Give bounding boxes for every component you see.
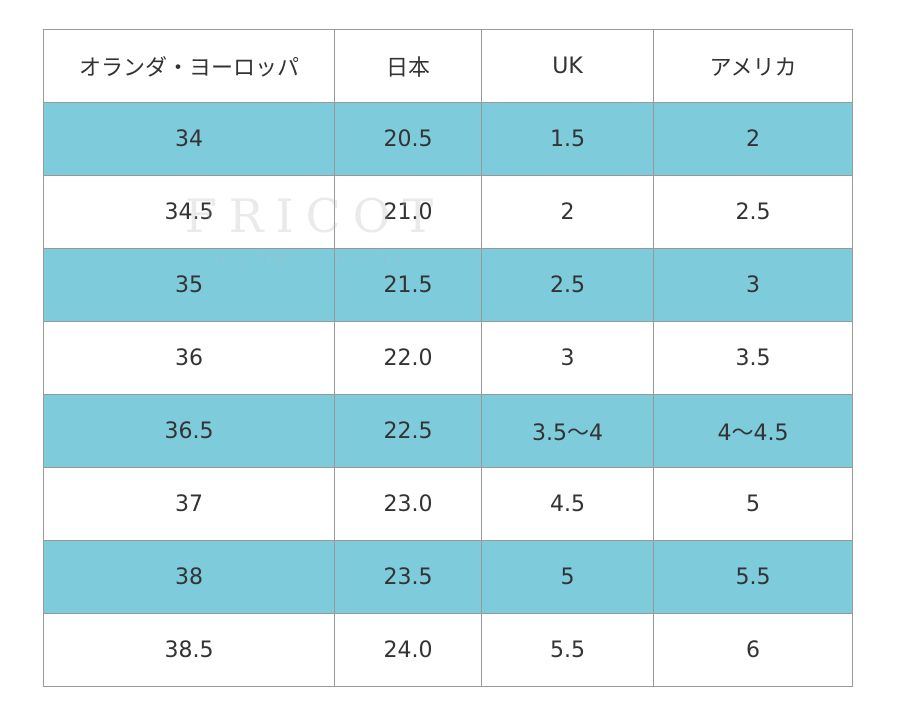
table-row: 37 23.0 4.5 5 bbox=[43, 467, 853, 541]
cell-uk: 1.5 bbox=[481, 102, 654, 176]
cell-usa: 5 bbox=[653, 467, 853, 541]
cell-uk: 2.5 bbox=[481, 248, 654, 322]
cell-japan: 22.5 bbox=[334, 394, 482, 468]
cell-japan: 23.5 bbox=[334, 540, 482, 614]
cell-usa: 2.5 bbox=[653, 175, 853, 249]
cell-japan: 24.0 bbox=[334, 613, 482, 687]
table-row: 36.5 22.5 3.5〜4 4〜4.5 bbox=[43, 394, 853, 468]
header-europe: オランダ・ヨーロッパ bbox=[43, 29, 335, 103]
cell-uk: 4.5 bbox=[481, 467, 654, 541]
cell-japan: 21.5 bbox=[334, 248, 482, 322]
cell-uk: 5.5 bbox=[481, 613, 654, 687]
header-usa: アメリカ bbox=[653, 29, 853, 103]
cell-europe: 34 bbox=[43, 102, 335, 176]
cell-japan: 20.5 bbox=[334, 102, 482, 176]
cell-usa: 5.5 bbox=[653, 540, 853, 614]
cell-usa: 6 bbox=[653, 613, 853, 687]
cell-usa: 3 bbox=[653, 248, 853, 322]
header-japan: 日本 bbox=[334, 29, 482, 103]
cell-europe: 38 bbox=[43, 540, 335, 614]
cell-usa: 3.5 bbox=[653, 321, 853, 395]
cell-europe: 34.5 bbox=[43, 175, 335, 249]
cell-uk: 3.5〜4 bbox=[481, 394, 654, 468]
cell-japan: 21.0 bbox=[334, 175, 482, 249]
cell-europe: 36 bbox=[43, 321, 335, 395]
cell-europe: 36.5 bbox=[43, 394, 335, 468]
cell-japan: 22.0 bbox=[334, 321, 482, 395]
table-row: 34 20.5 1.5 2 bbox=[43, 102, 853, 176]
header-uk: UK bbox=[481, 29, 654, 103]
size-conversion-table: オランダ・ヨーロッパ 日本 UK アメリカ 34 20.5 1.5 2 34.5 21.0… bbox=[43, 29, 853, 687]
table-row: 38 23.5 5 5.5 bbox=[43, 540, 853, 614]
cell-usa: 4〜4.5 bbox=[653, 394, 853, 468]
cell-uk: 2 bbox=[481, 175, 654, 249]
cell-uk: 5 bbox=[481, 540, 654, 614]
cell-europe: 38.5 bbox=[43, 613, 335, 687]
cell-uk: 3 bbox=[481, 321, 654, 395]
cell-europe: 37 bbox=[43, 467, 335, 541]
table-row: 36 22.0 3 3.5 bbox=[43, 321, 853, 395]
table-row: 38.5 24.0 5.5 6 bbox=[43, 613, 853, 687]
table-row: 35 21.5 2.5 3 bbox=[43, 248, 853, 322]
cell-europe: 35 bbox=[43, 248, 335, 322]
table-row: 34.5 21.0 2 2.5 bbox=[43, 175, 853, 249]
cell-japan: 23.0 bbox=[334, 467, 482, 541]
cell-usa: 2 bbox=[653, 102, 853, 176]
header-row: オランダ・ヨーロッパ 日本 UK アメリカ bbox=[43, 29, 853, 103]
